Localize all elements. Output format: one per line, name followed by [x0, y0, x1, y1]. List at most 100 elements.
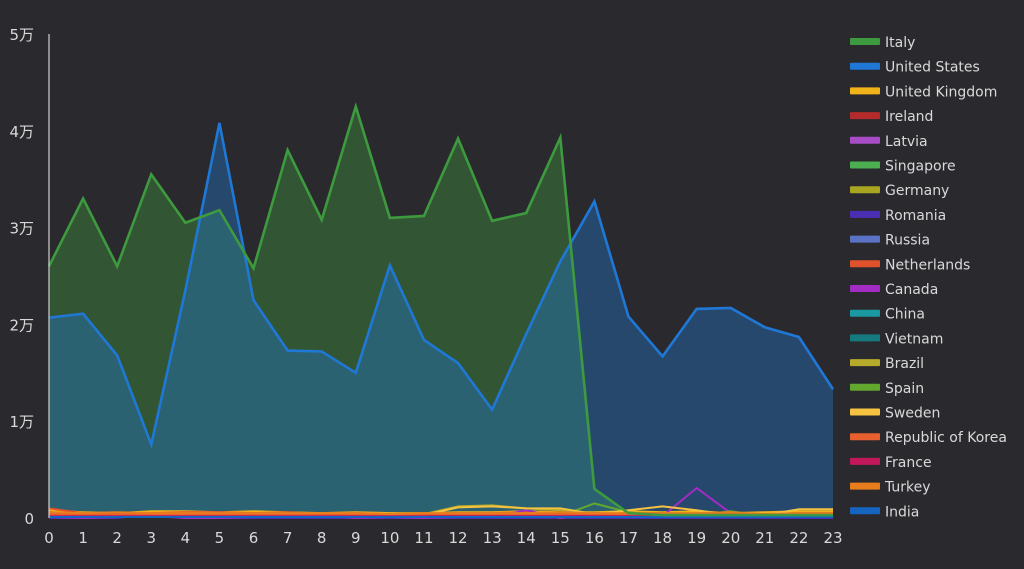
legend-label: Russia — [885, 233, 930, 249]
series-lines — [47, 102, 835, 520]
line-italy — [47, 102, 833, 517]
legend: Italy United States United Kingdom Ireland L… — [850, 35, 1007, 520]
x-tick-label: 7 — [283, 529, 293, 547]
legend-swatch — [850, 260, 880, 268]
legend-item-romania[interactable]: Romania — [850, 208, 946, 224]
legend-swatch — [850, 38, 880, 45]
legend-swatch — [850, 285, 880, 292]
legend-swatch — [850, 309, 880, 317]
legend-label: Sweden — [885, 406, 940, 422]
y-tick-label: 0 — [24, 510, 34, 528]
x-tick-label: 21 — [755, 529, 774, 547]
x-tick-label: 16 — [585, 529, 604, 547]
x-tick-label: 12 — [448, 529, 467, 547]
x-tick-label: 0 — [44, 529, 54, 547]
legend-swatch — [850, 186, 880, 194]
y-tick-label: 3万 — [9, 220, 34, 238]
legend-swatch — [850, 87, 880, 95]
area-united-states — [49, 123, 833, 518]
x-tick-label: 6 — [249, 529, 259, 547]
legend-label: France — [885, 455, 932, 471]
legend-swatch — [850, 62, 880, 70]
legend-label: Canada — [885, 282, 938, 298]
x-tick-label: 9 — [351, 529, 361, 547]
legend-item-sweden[interactable]: Sweden — [850, 406, 940, 422]
legend-swatch — [850, 482, 880, 490]
legend-label: China — [885, 307, 925, 323]
series-areas — [49, 106, 833, 518]
legend-swatch — [850, 457, 880, 465]
legend-swatch — [850, 334, 880, 342]
legend-swatch — [850, 507, 880, 515]
x-tick-label: 18 — [653, 529, 672, 547]
x-axis-ticks: 0 1 2 3 4 5 6 7 8 9 10 11 12 13 14 15 16 17 18 19 20 21 22 23 — [44, 529, 842, 547]
legend-label: Ireland — [885, 109, 933, 125]
x-tick-label: 13 — [483, 529, 502, 547]
legend-swatch — [850, 359, 880, 367]
x-tick-label: 8 — [317, 529, 327, 547]
line-turkey — [48, 511, 833, 516]
legend-swatch — [850, 112, 880, 120]
legend-item-vietnam[interactable]: Vietnam — [850, 331, 943, 347]
legend-item-canada[interactable]: Canada — [850, 282, 938, 298]
x-tick-label: 19 — [687, 529, 706, 547]
legend-label: India — [885, 504, 919, 520]
legend-item-united-kingdom[interactable]: United Kingdom — [850, 84, 997, 100]
legend-item-brazil[interactable]: Brazil — [850, 356, 924, 372]
legend-item-ireland[interactable]: Ireland — [850, 109, 933, 125]
legend-swatch — [850, 210, 880, 218]
legend-label: Romania — [885, 208, 946, 224]
legend-item-spain[interactable]: Spain — [850, 381, 924, 397]
y-tick-label: 4万 — [9, 123, 34, 141]
x-tick-label: 22 — [789, 529, 808, 547]
y-tick-label: 5万 — [9, 26, 34, 44]
y-tick-label: 1万 — [9, 413, 34, 431]
y-tick-label: 2万 — [9, 316, 34, 334]
legend-item-russia[interactable]: Russia — [850, 233, 930, 249]
x-tick-label: 20 — [721, 529, 740, 547]
legend-item-latvia[interactable]: Latvia — [850, 134, 928, 150]
legend-swatch — [850, 136, 880, 144]
legend-label: Netherlands — [885, 257, 970, 273]
legend-item-republic-of-korea[interactable]: Republic of Korea — [850, 430, 1007, 446]
legend-item-singapore[interactable]: Singapore — [850, 159, 956, 175]
legend-item-netherlands[interactable]: Netherlands — [850, 257, 970, 273]
x-tick-label: 23 — [823, 529, 842, 547]
legend-swatch — [850, 161, 880, 169]
legend-label: Turkey — [884, 480, 931, 496]
legend-label: Latvia — [885, 134, 928, 150]
area-italy — [49, 106, 833, 518]
legend-item-turkey[interactable]: Turkey — [850, 480, 931, 496]
legend-swatch — [850, 433, 880, 441]
y-axis-ticks: 0 1万 2万 3万 4万 5万 — [9, 26, 34, 528]
x-tick-label: 10 — [380, 529, 399, 547]
x-tick-label: 11 — [414, 529, 433, 547]
x-tick-label: 5 — [215, 529, 225, 547]
legend-item-china[interactable]: China — [850, 307, 925, 323]
x-tick-label: 2 — [112, 529, 122, 547]
x-tick-label: 17 — [619, 529, 638, 547]
x-tick-label: 1 — [78, 529, 88, 547]
legend-swatch — [850, 383, 880, 391]
legend-label: United Kingdom — [885, 84, 997, 100]
legend-label: Republic of Korea — [885, 430, 1007, 446]
legend-item-united-states[interactable]: United States — [850, 60, 980, 76]
legend-label: United States — [885, 60, 980, 76]
legend-label: Singapore — [885, 159, 956, 175]
legend-item-germany[interactable]: Germany — [850, 183, 949, 199]
line-united-states — [48, 122, 835, 449]
legend-item-india[interactable]: India — [850, 504, 919, 520]
legend-swatch — [850, 235, 880, 243]
legend-label: Brazil — [885, 356, 924, 372]
legend-label: Italy — [885, 35, 915, 51]
legend-swatch — [850, 408, 880, 416]
legend-item-italy[interactable]: Italy — [850, 35, 915, 51]
legend-label: Germany — [885, 183, 949, 199]
legend-item-france[interactable]: France — [850, 455, 932, 471]
x-tick-label: 15 — [551, 529, 570, 547]
x-tick-label: 3 — [146, 529, 156, 547]
x-tick-label: 14 — [517, 529, 536, 547]
legend-label: Spain — [885, 381, 924, 397]
